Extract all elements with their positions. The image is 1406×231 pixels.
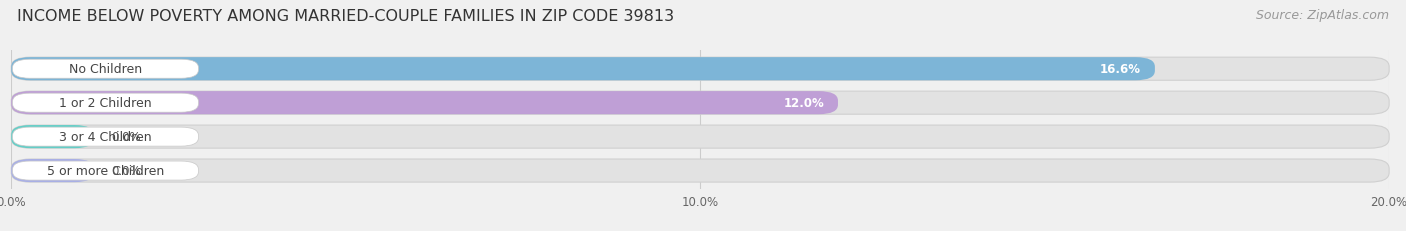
FancyBboxPatch shape	[13, 128, 198, 146]
FancyBboxPatch shape	[11, 159, 1389, 182]
Text: 3 or 4 Children: 3 or 4 Children	[59, 131, 152, 143]
FancyBboxPatch shape	[13, 60, 198, 79]
Text: INCOME BELOW POVERTY AMONG MARRIED-COUPLE FAMILIES IN ZIP CODE 39813: INCOME BELOW POVERTY AMONG MARRIED-COUPL…	[17, 9, 673, 24]
FancyBboxPatch shape	[11, 125, 1389, 149]
Text: 1 or 2 Children: 1 or 2 Children	[59, 97, 152, 110]
FancyBboxPatch shape	[11, 92, 1389, 115]
Text: Source: ZipAtlas.com: Source: ZipAtlas.com	[1256, 9, 1389, 22]
FancyBboxPatch shape	[13, 94, 198, 113]
FancyBboxPatch shape	[11, 58, 1389, 81]
FancyBboxPatch shape	[11, 58, 1154, 81]
Text: 12.0%: 12.0%	[783, 97, 824, 110]
Text: No Children: No Children	[69, 63, 142, 76]
Text: 0.0%: 0.0%	[111, 164, 141, 177]
FancyBboxPatch shape	[13, 161, 198, 180]
FancyBboxPatch shape	[11, 125, 94, 149]
Text: 16.6%: 16.6%	[1099, 63, 1142, 76]
FancyBboxPatch shape	[11, 159, 94, 182]
Text: 0.0%: 0.0%	[111, 131, 141, 143]
FancyBboxPatch shape	[11, 92, 838, 115]
Text: 5 or more Children: 5 or more Children	[46, 164, 165, 177]
